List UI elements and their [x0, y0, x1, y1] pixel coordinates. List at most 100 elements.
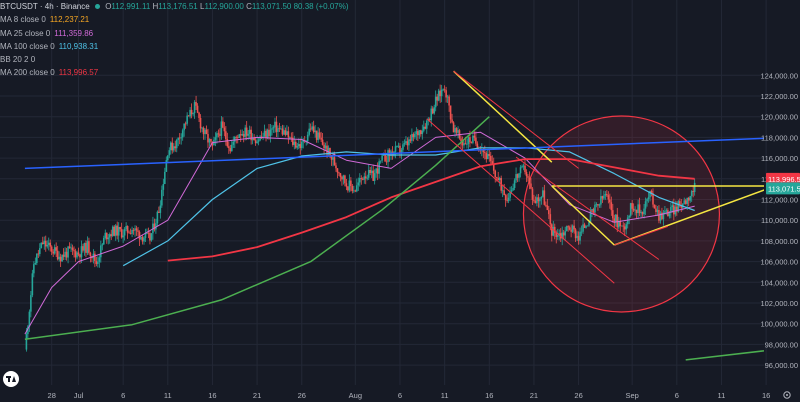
candle-body	[542, 190, 544, 197]
indicator-value: 111,359.86	[54, 28, 94, 38]
candle-body	[181, 130, 184, 138]
symbol-label[interactable]: BTCUSDT	[0, 2, 38, 11]
candle-body	[207, 133, 209, 143]
candle-body	[216, 133, 218, 138]
candle-body	[348, 180, 351, 191]
candle-body	[138, 231, 141, 240]
candle-body	[223, 127, 226, 132]
candle-body	[492, 163, 495, 171]
candle-body	[531, 188, 534, 200]
candle-body	[436, 96, 438, 101]
candle-body	[56, 250, 59, 260]
candle-body	[114, 225, 117, 236]
candle-body	[687, 197, 690, 201]
indicator-ma100[interactable]: MA 100 close 0 110,938.31	[0, 40, 349, 53]
time-axis: 28Jul611162126Aug611162126Sep6111621	[48, 391, 771, 400]
highlight-circle	[522, 115, 721, 313]
candle-body	[591, 209, 593, 211]
candle-body	[196, 105, 199, 113]
candle-body	[597, 204, 599, 206]
indicator-ma25[interactable]: MA 25 close 0 111,359.86	[0, 27, 349, 40]
candle-body	[472, 135, 474, 143]
candle-body	[108, 234, 111, 238]
candle-body	[336, 168, 339, 173]
candle-body	[324, 145, 327, 149]
candle-body	[204, 129, 206, 135]
candle-body	[558, 233, 561, 235]
candle-body	[550, 224, 553, 236]
candle-body	[661, 212, 663, 220]
candle-body	[76, 252, 78, 258]
candle-body	[369, 169, 372, 173]
candle-body	[564, 231, 566, 236]
candle-body	[494, 170, 497, 177]
tradingview-logo-icon	[3, 371, 19, 387]
candle-body	[466, 143, 468, 145]
candle-body	[344, 175, 346, 184]
last-price-tag: 113,071.50	[766, 182, 800, 195]
candle-body	[104, 232, 107, 238]
candle-body	[521, 166, 523, 168]
candle-body	[617, 221, 620, 228]
candle-body	[422, 126, 425, 131]
candle-body	[309, 128, 312, 130]
candle-body	[595, 204, 598, 205]
candle-body	[452, 122, 455, 133]
candle-body	[132, 229, 135, 231]
candle-body	[321, 139, 324, 145]
candle-body	[293, 141, 296, 145]
candle-body	[525, 172, 528, 177]
candle-body	[119, 226, 121, 230]
plot-area	[24, 70, 764, 361]
candle-body	[25, 334, 28, 350]
open-value: 112,991.11	[111, 2, 151, 11]
indicator-label: MA 200 close 0	[0, 68, 55, 78]
candle-body	[195, 102, 197, 106]
candle-body	[402, 144, 404, 150]
candle-body	[594, 204, 596, 213]
candle-body	[548, 210, 550, 215]
candle-body	[616, 214, 619, 228]
candle-body	[111, 226, 114, 236]
interval-label[interactable]: 4h	[44, 2, 54, 11]
candle-body	[372, 170, 374, 181]
candle-body	[443, 89, 446, 91]
indicator-ma200[interactable]: MA 200 close 0 113,996.57	[0, 66, 349, 79]
candle-body	[693, 182, 696, 193]
candle-body	[540, 196, 543, 199]
candle-body	[598, 204, 601, 206]
indicator-bb[interactable]: BB 20 2 0	[0, 53, 349, 66]
candle-body	[123, 229, 126, 236]
candle-body	[329, 147, 331, 156]
candle-body	[177, 137, 180, 141]
candle-body	[289, 137, 291, 139]
candle-body	[135, 228, 138, 231]
candle-body	[489, 155, 492, 162]
candle-body	[632, 208, 635, 211]
indicator-ma8[interactable]: MA 8 close 0 112,237.21	[0, 13, 349, 26]
candle-body	[94, 253, 96, 262]
candle-body	[149, 233, 151, 241]
candle-body	[488, 154, 491, 156]
candle-body	[275, 121, 278, 132]
candle-body	[455, 128, 458, 133]
candle-body	[125, 225, 127, 230]
candle-body	[582, 224, 584, 232]
candle-body	[238, 134, 241, 139]
candle-body	[638, 204, 641, 214]
candle-body	[67, 246, 69, 258]
candle-body	[43, 240, 46, 245]
settings-gear-icon[interactable]	[783, 391, 791, 399]
candle-body	[445, 90, 447, 98]
candle-body	[251, 137, 254, 141]
candle-body	[415, 131, 418, 134]
x-tick-label: 6	[675, 391, 679, 400]
candle-body	[40, 242, 43, 249]
y-tick-label: 116,000.00	[761, 154, 798, 163]
candles	[25, 84, 696, 352]
candle-body	[268, 129, 270, 137]
candle-body	[184, 123, 187, 125]
candle-body	[486, 154, 489, 160]
